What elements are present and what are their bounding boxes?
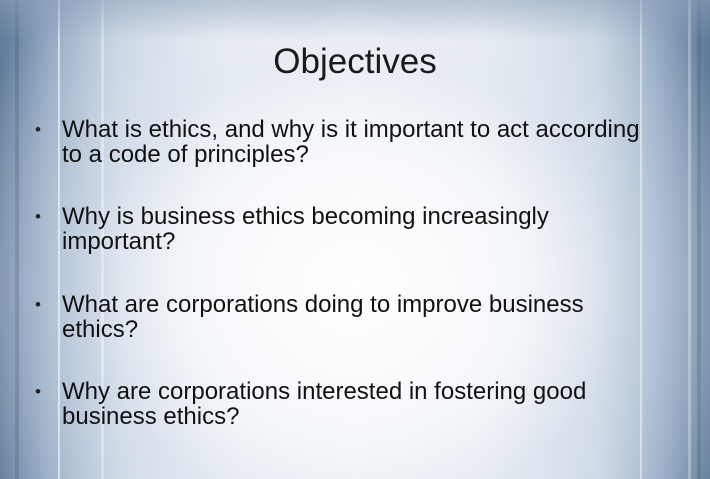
bullet-item: • What is ethics, and why is it importan… <box>35 116 662 168</box>
background-top-fade <box>0 0 710 40</box>
bullet-text: Why are corporations interested in foste… <box>62 378 587 430</box>
slide-title: Objectives <box>273 42 437 81</box>
bullet-text: What are corporations doing to improve b… <box>62 291 584 343</box>
bullet-item: • What are corporations doing to improve… <box>35 291 662 343</box>
bullet-marker: • <box>35 207 41 226</box>
bullet-marker: • <box>35 295 41 314</box>
bullet-item: • Why are corporations interested in fos… <box>35 378 662 430</box>
bullet-text: Why is business ethics becoming increasi… <box>62 203 549 255</box>
bullet-item: • Why is business ethics becoming increa… <box>35 203 662 255</box>
bullet-marker: • <box>35 382 41 401</box>
bullet-text: What is ethics, and why is it important … <box>62 116 640 168</box>
bullet-marker: • <box>35 120 41 139</box>
